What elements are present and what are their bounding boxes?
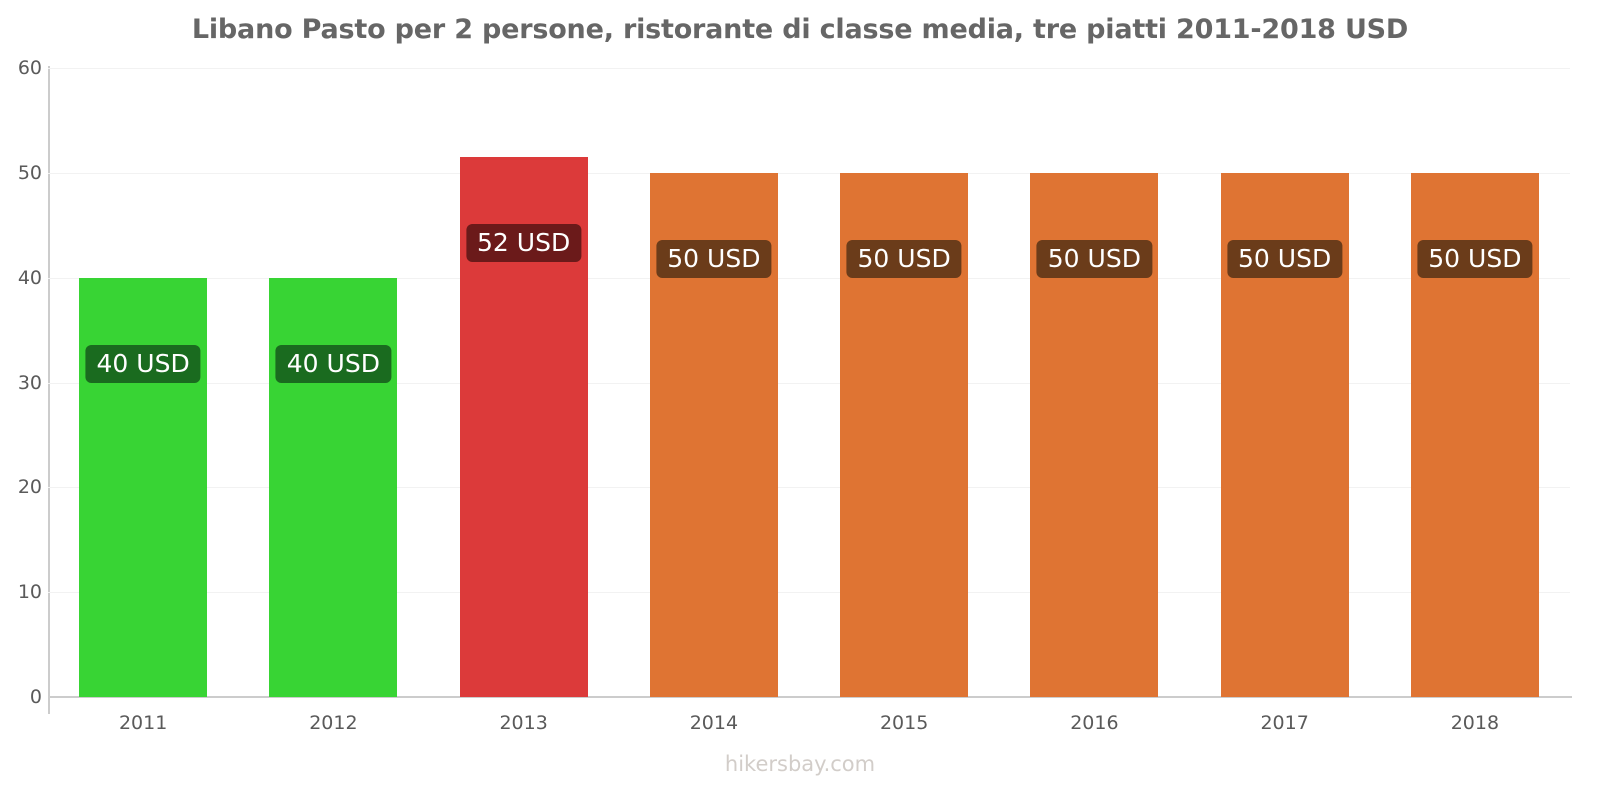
bar[interactable]: 52 USD	[459, 157, 588, 697]
y-axis-line	[48, 66, 50, 714]
y-axis-tick-label: 60	[17, 57, 42, 79]
gridline	[48, 592, 1570, 594]
y-axis-tick-label: 30	[17, 371, 42, 394]
gridline	[48, 487, 1570, 489]
bar-value-label: 40 USD	[85, 344, 201, 383]
bar-value-label: 50 USD	[1417, 239, 1533, 278]
y-axis-tick-label: 40	[17, 266, 42, 289]
y-axis-tick-label: 50	[17, 161, 42, 184]
y-axis-tick-label: 20	[17, 476, 42, 499]
gridline	[48, 68, 1570, 69]
gridline	[48, 382, 1570, 384]
bar[interactable]: 50 USD	[649, 172, 778, 697]
x-axis-tick-label: 2016	[1070, 712, 1119, 734]
bar-value-label: 50 USD	[1227, 239, 1343, 278]
y-axis-tick-label: 0	[29, 686, 42, 708]
chart-title: Libano Pasto per 2 persone, ristorante d…	[191, 14, 1409, 45]
x-axis-line	[48, 696, 1572, 698]
bar-value-label: 50 USD	[846, 239, 962, 278]
bar[interactable]: 40 USD	[269, 277, 398, 697]
bar[interactable]: 50 USD	[1220, 172, 1349, 697]
gridline	[48, 172, 1570, 174]
x-axis-tick-label: 2018	[1450, 712, 1500, 734]
plot-area: 40 USD 40 USD 52 USD 50 USD 50 USD 50 USD 50 U…	[48, 68, 1570, 697]
bar-value-label: 50 USD	[1036, 239, 1152, 278]
bar-value-label: 52 USD	[466, 224, 582, 263]
x-axis-tick-label: 2012	[309, 712, 358, 734]
y-axis-tick-label: 10	[17, 581, 42, 604]
bar[interactable]: 50 USD	[1030, 172, 1159, 697]
gridline	[48, 277, 1570, 279]
x-axis-tick-label: 2011	[118, 712, 168, 734]
x-axis-tick-label: 2014	[689, 712, 739, 734]
bar-value-label: 50 USD	[656, 239, 772, 278]
x-axis-tick-label: 2017	[1260, 712, 1309, 734]
x-axis-tick-label: 2013	[499, 712, 548, 734]
watermark-text: hikersbay.com	[724, 752, 876, 776]
bar-value-label: 40 USD	[275, 344, 391, 383]
bar[interactable]: 50 USD	[1410, 172, 1539, 697]
bar[interactable]: 50 USD	[840, 172, 969, 697]
x-axis-tick-label: 2015	[879, 712, 929, 734]
bar[interactable]: 40 USD	[79, 277, 208, 697]
